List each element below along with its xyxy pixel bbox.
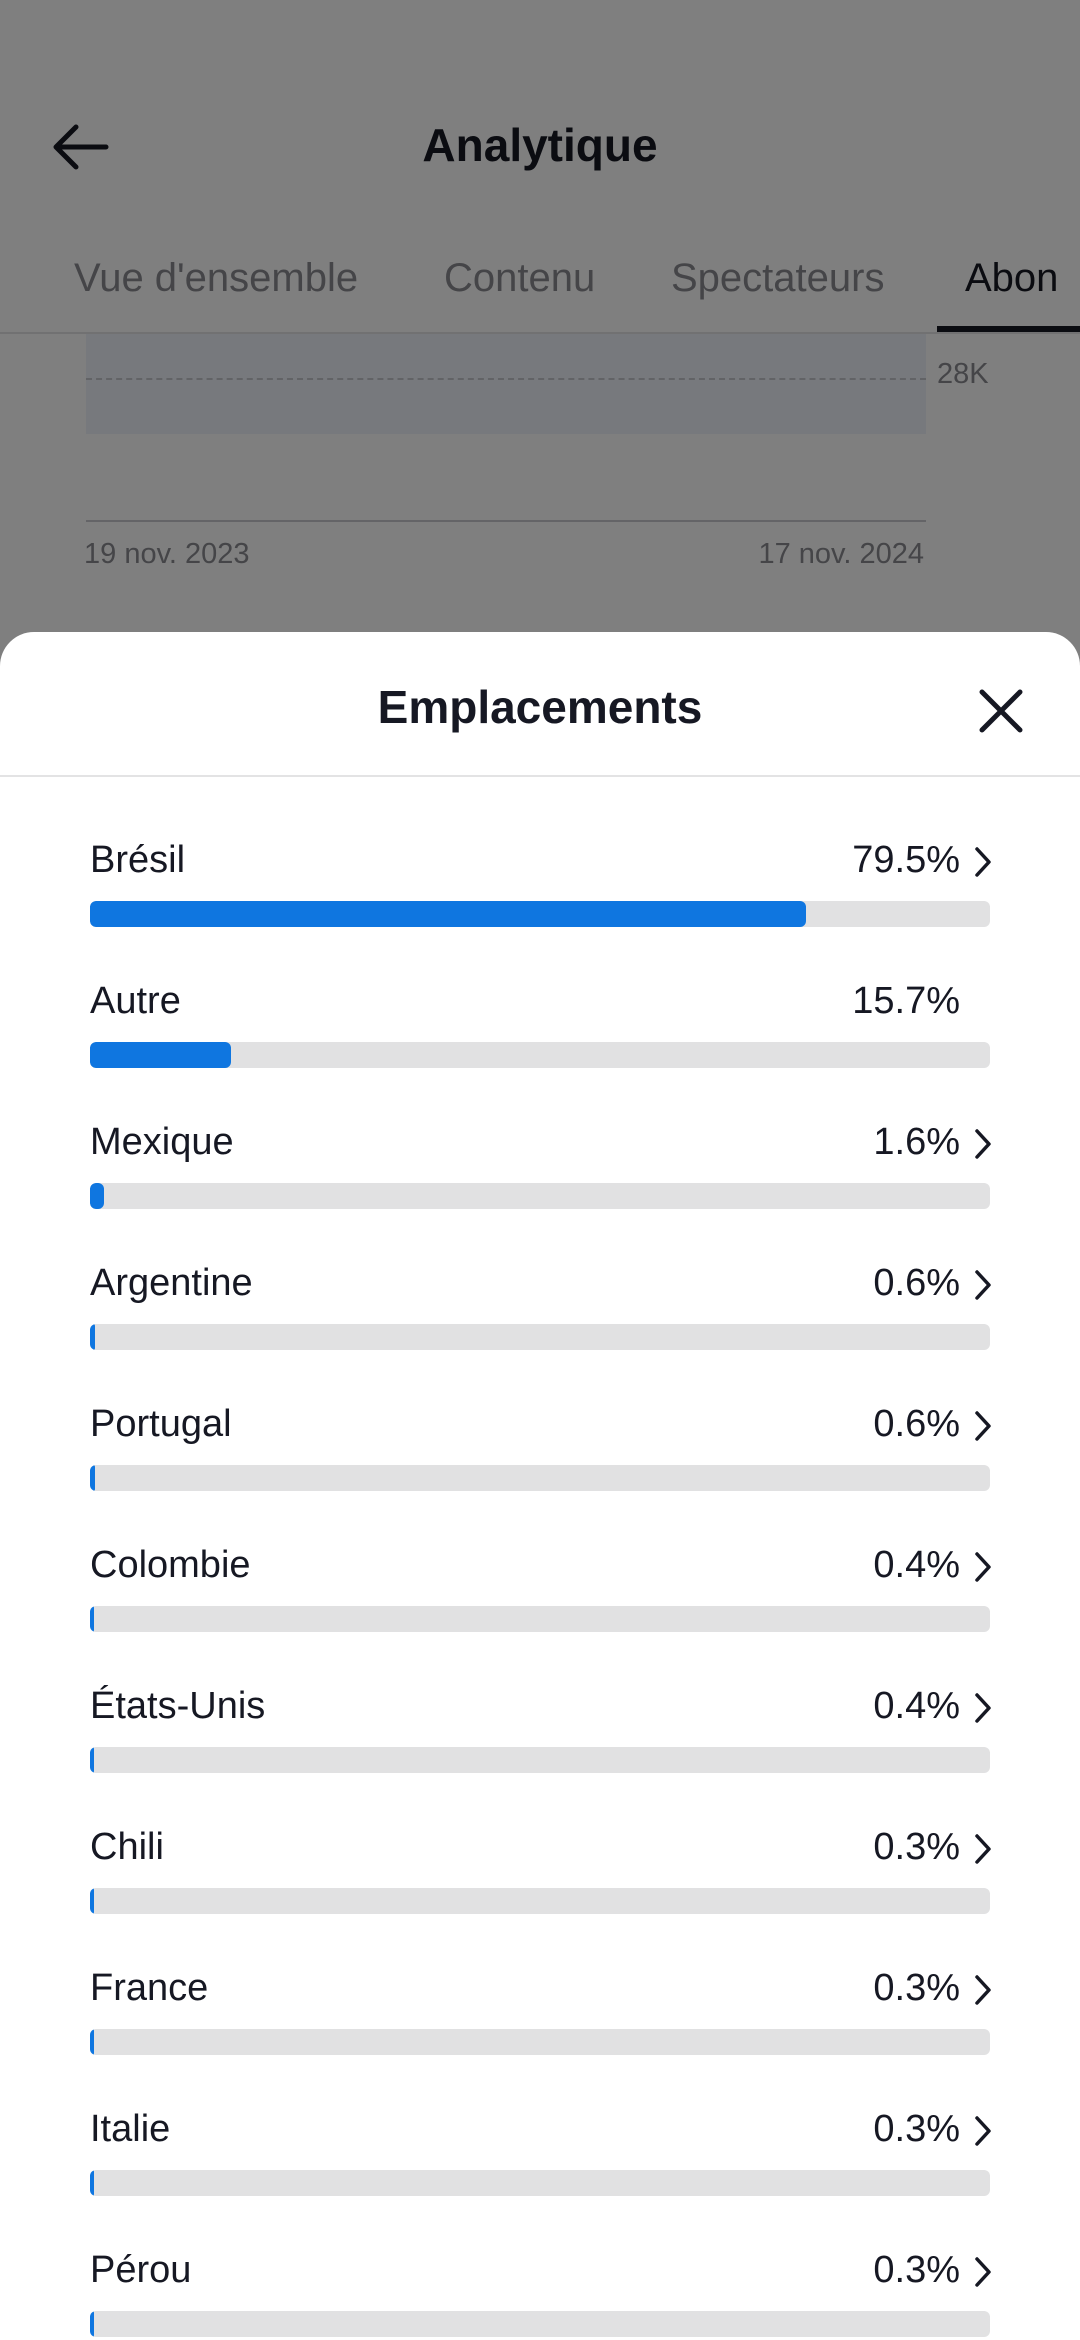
chevron-right-icon[interactable]	[966, 1686, 1000, 1730]
location-bar-fill	[90, 1606, 94, 1632]
location-bar-track	[90, 1324, 990, 1350]
location-bar-fill	[90, 1465, 95, 1491]
location-percent: 79.5%	[852, 839, 960, 881]
location-bar-fill	[90, 2311, 94, 2337]
location-bar-track	[90, 901, 990, 927]
location-bar-fill	[90, 1183, 104, 1209]
sheet-title: Emplacements	[377, 681, 703, 733]
location-name: Colombie	[90, 1544, 251, 1586]
location-bar-track	[90, 1042, 990, 1068]
location-bar-track	[90, 1606, 990, 1632]
locations-list: Brésil 79.5% Autre 15.7% Mexique 1.6% Argentin…	[0, 777, 1080, 2337]
chevron-right-icon[interactable]	[966, 1263, 1000, 1307]
locations-sheet: Emplacements Brésil 79.5% Autre 15.7% Mexiqu…	[0, 632, 1080, 2340]
location-bar-track	[90, 1183, 990, 1209]
location-percent: 0.6%	[873, 1403, 960, 1445]
location-name: Mexique	[90, 1121, 234, 1163]
location-row[interactable]: Brésil 79.5%	[0, 777, 1080, 927]
location-row[interactable]: Italie 0.3%	[0, 2046, 1080, 2196]
chevron-right-icon[interactable]	[966, 2109, 1000, 2153]
location-bar-track	[90, 2029, 990, 2055]
location-name: Chili	[90, 1826, 164, 1868]
location-row[interactable]: France 0.3%	[0, 1905, 1080, 2055]
location-bar-fill	[90, 2029, 94, 2055]
location-row: Autre 15.7%	[0, 918, 1080, 1068]
location-row[interactable]: Argentine 0.6%	[0, 1200, 1080, 1350]
location-percent: 1.6%	[873, 1121, 960, 1163]
location-bar-track	[90, 1465, 990, 1491]
close-icon	[979, 689, 1023, 733]
chevron-right-icon[interactable]	[966, 1404, 1000, 1448]
chevron-right-icon[interactable]	[966, 840, 1000, 884]
location-bar-track	[90, 1747, 990, 1773]
location-bar-track	[90, 2311, 990, 2337]
location-name: Portugal	[90, 1403, 232, 1445]
location-bar-track	[90, 2170, 990, 2196]
location-row[interactable]: Colombie 0.4%	[0, 1482, 1080, 1632]
location-name: Italie	[90, 2108, 171, 2150]
location-row[interactable]: Pérou 0.3%	[0, 2187, 1080, 2337]
location-name: Pérou	[90, 2249, 192, 2291]
location-name: Autre	[90, 980, 181, 1022]
location-percent: 0.4%	[873, 1544, 960, 1586]
chevron-right-icon[interactable]	[966, 1122, 1000, 1166]
location-name: France	[90, 1967, 209, 2009]
location-row[interactable]: États-Unis 0.4%	[0, 1623, 1080, 1773]
chevron-right-icon[interactable]	[966, 1545, 1000, 1589]
location-bar-fill	[90, 2170, 94, 2196]
chevron-right-icon[interactable]	[966, 2250, 1000, 2294]
location-percent: 0.6%	[873, 1262, 960, 1304]
location-name: Brésil	[90, 839, 186, 881]
location-percent: 0.3%	[873, 2108, 960, 2150]
chevron-right-icon[interactable]	[966, 1827, 1000, 1871]
location-row[interactable]: Mexique 1.6%	[0, 1059, 1080, 1209]
location-name: États-Unis	[90, 1685, 266, 1727]
location-bar-fill	[90, 1888, 94, 1914]
location-bar-track	[90, 1888, 990, 1914]
location-percent: 0.4%	[873, 1685, 960, 1727]
location-percent: 0.3%	[873, 2249, 960, 2291]
location-bar-fill	[90, 1042, 231, 1068]
location-percent: 0.3%	[873, 1967, 960, 2009]
location-bar-fill	[90, 1324, 95, 1350]
close-button[interactable]	[966, 676, 1036, 746]
location-row[interactable]: Chili 0.3%	[0, 1764, 1080, 1914]
location-bar-fill	[90, 1747, 94, 1773]
sheet-header: Emplacements	[0, 632, 1080, 777]
location-percent: 15.7%	[852, 980, 960, 1022]
location-percent: 0.3%	[873, 1826, 960, 1868]
chevron-right-icon[interactable]	[966, 1968, 1000, 2012]
location-name: Argentine	[90, 1262, 253, 1304]
location-row[interactable]: Portugal 0.6%	[0, 1341, 1080, 1491]
location-bar-fill	[90, 901, 806, 927]
